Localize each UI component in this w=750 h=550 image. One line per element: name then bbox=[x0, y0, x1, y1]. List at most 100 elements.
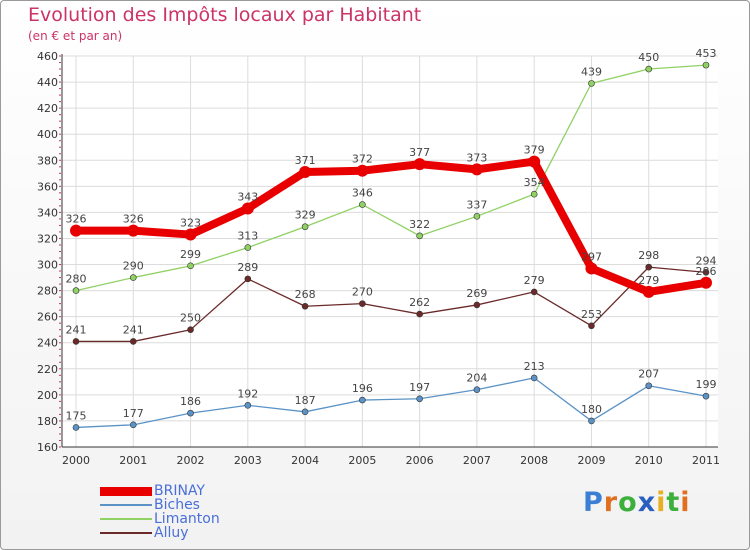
data-point-biches bbox=[129, 421, 137, 429]
data-label-limanton: 450 bbox=[638, 51, 659, 64]
legend-item-alluy: Alluy bbox=[100, 526, 220, 540]
y-tick-label: 400 bbox=[37, 128, 58, 141]
data-point-brinay bbox=[299, 165, 312, 178]
data-label-alluy: 298 bbox=[638, 249, 659, 262]
y-tick-label: 440 bbox=[37, 76, 58, 89]
data-point-brinay bbox=[700, 276, 712, 289]
logo-letter: t bbox=[666, 487, 681, 518]
data-label-biches: 207 bbox=[638, 368, 659, 381]
data-point-limanton bbox=[129, 274, 137, 281]
data-point-biches bbox=[588, 417, 595, 425]
x-tick-label: 2009 bbox=[577, 454, 605, 467]
data-point-brinay bbox=[528, 155, 541, 168]
data-label-brinay: 297 bbox=[581, 250, 602, 263]
y-tick-label: 240 bbox=[37, 337, 58, 350]
legend-item-limanton: Limanton bbox=[100, 512, 220, 526]
data-label-alluy: 279 bbox=[524, 274, 545, 287]
data-point-alluy bbox=[129, 338, 137, 345]
x-tick-label: 2010 bbox=[635, 454, 663, 467]
data-point-alluy bbox=[359, 300, 366, 307]
legend-swatch-brinay bbox=[100, 486, 152, 496]
data-point-biches bbox=[187, 409, 194, 417]
data-label-limanton: 280 bbox=[66, 273, 87, 286]
data-label-brinay: 323 bbox=[180, 217, 201, 230]
data-point-biches bbox=[530, 374, 538, 382]
data-label-alluy: 253 bbox=[581, 308, 602, 321]
legend-label-biches: Biches bbox=[154, 497, 200, 513]
legend-swatch-alluy bbox=[100, 532, 152, 534]
legend-label-limanton: Limanton bbox=[154, 511, 220, 527]
legend-label-brinay: BRINAY bbox=[154, 483, 205, 499]
data-point-biches bbox=[244, 401, 252, 409]
series-line-limanton bbox=[75, 64, 707, 292]
data-label-biches: 196 bbox=[352, 382, 373, 395]
chart-subtitle: (en € et par an) bbox=[28, 29, 123, 43]
data-point-alluy bbox=[416, 310, 423, 318]
data-label-brinay: 279 bbox=[638, 274, 659, 287]
legend-swatch-biches bbox=[100, 504, 152, 506]
x-tick-label: 2008 bbox=[520, 454, 548, 467]
logo-letter: P bbox=[583, 487, 604, 518]
data-label-biches: 204 bbox=[466, 372, 487, 385]
data-label-biches: 199 bbox=[696, 378, 717, 391]
data-point-brinay bbox=[127, 224, 140, 237]
data-label-brinay: 286 bbox=[696, 265, 717, 278]
series-line-brinay bbox=[72, 157, 710, 296]
data-point-brinay bbox=[241, 202, 254, 215]
x-tick-label: 2000 bbox=[62, 454, 90, 467]
y-tick-label: 200 bbox=[37, 389, 58, 402]
y-tick-label: 360 bbox=[37, 180, 58, 193]
x-tick-label: 2011 bbox=[692, 454, 720, 467]
data-label-limanton: 346 bbox=[352, 187, 373, 200]
data-point-brinay bbox=[585, 262, 598, 275]
data-point-alluy bbox=[72, 338, 80, 345]
data-label-brinay: 379 bbox=[524, 144, 545, 157]
logo-letter: r bbox=[603, 487, 619, 518]
x-tick-label: 2006 bbox=[406, 454, 434, 467]
data-label-brinay: 377 bbox=[409, 146, 430, 159]
data-label-alluy: 250 bbox=[180, 312, 201, 325]
y-tick-label: 320 bbox=[37, 232, 58, 245]
data-label-alluy: 289 bbox=[237, 261, 258, 274]
data-label-biches: 197 bbox=[409, 381, 430, 394]
data-point-brinay bbox=[642, 285, 655, 298]
data-point-limanton bbox=[645, 65, 653, 73]
data-point-limanton bbox=[588, 80, 595, 87]
data-label-alluy: 241 bbox=[66, 323, 87, 336]
y-tick-label: 380 bbox=[37, 154, 58, 167]
data-point-biches bbox=[72, 424, 80, 431]
data-point-brinay bbox=[413, 158, 426, 171]
data-label-alluy: 268 bbox=[295, 288, 316, 301]
chart-legend: BRINAY Biches Limanton Alluy bbox=[100, 484, 220, 540]
data-point-alluy bbox=[301, 302, 309, 310]
proxiti-logo: Proxiti bbox=[583, 487, 691, 518]
data-point-brinay bbox=[356, 164, 369, 177]
series-line-biches bbox=[75, 377, 707, 429]
logo-letter: i bbox=[656, 487, 667, 518]
data-label-alluy: 270 bbox=[352, 286, 373, 299]
data-point-alluy bbox=[244, 275, 252, 283]
series-line-alluy bbox=[75, 266, 707, 343]
data-label-limanton: 439 bbox=[581, 65, 602, 78]
y-tick-label: 260 bbox=[37, 311, 58, 324]
x-tick-label: 2001 bbox=[119, 454, 147, 467]
legend-item-biches: Biches bbox=[100, 498, 220, 512]
data-label-alluy: 262 bbox=[409, 296, 430, 309]
data-point-limanton bbox=[244, 244, 252, 251]
logo-letter: o bbox=[618, 487, 638, 518]
x-tick-label: 2005 bbox=[348, 454, 376, 467]
data-label-biches: 177 bbox=[123, 407, 144, 420]
x-tick-label: 2004 bbox=[291, 454, 319, 467]
data-label-limanton: 299 bbox=[180, 248, 201, 261]
plot-area bbox=[62, 56, 718, 447]
data-label-biches: 180 bbox=[581, 403, 602, 416]
y-tick-label: 220 bbox=[37, 363, 58, 376]
data-point-limanton bbox=[702, 61, 710, 69]
legend-item-brinay: BRINAY bbox=[100, 484, 220, 498]
data-label-limanton: 313 bbox=[237, 230, 258, 243]
data-point-alluy bbox=[645, 263, 653, 271]
data-point-limanton bbox=[416, 232, 423, 240]
y-tick-label: 180 bbox=[37, 415, 58, 428]
data-label-biches: 186 bbox=[180, 395, 201, 408]
data-point-biches bbox=[473, 386, 481, 393]
